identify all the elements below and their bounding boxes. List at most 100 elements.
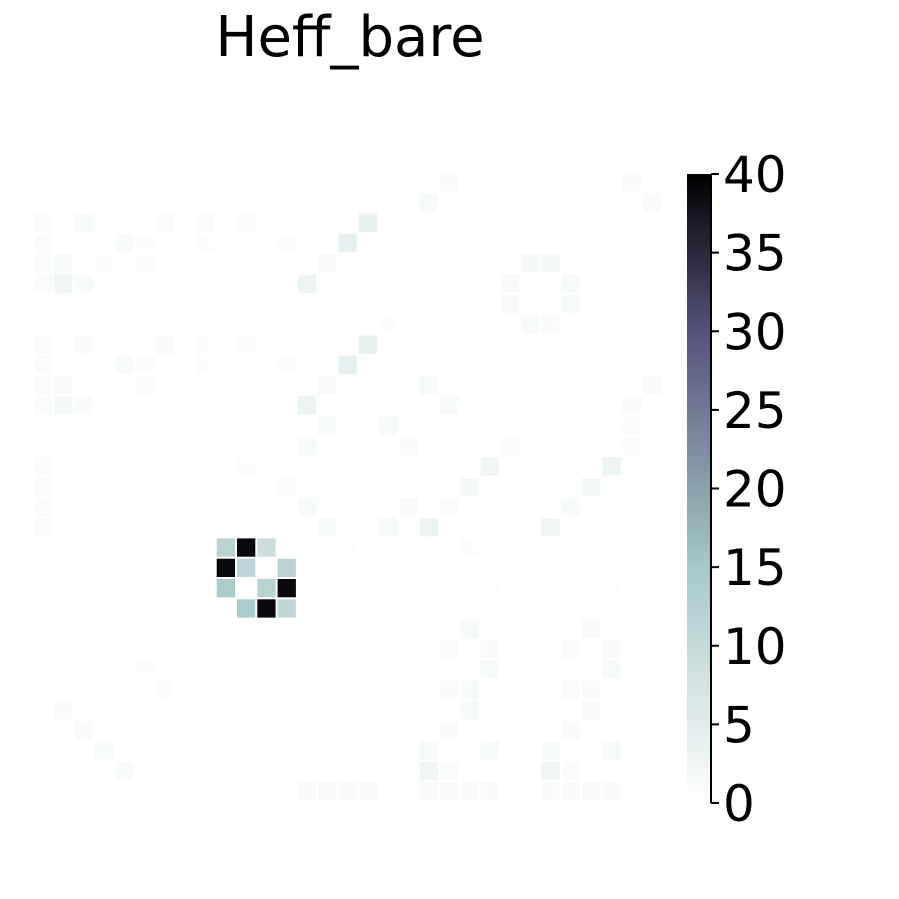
heatmap-cell xyxy=(297,497,317,517)
heatmap-cell xyxy=(237,457,256,476)
heatmap-cell xyxy=(419,193,438,212)
heatmap-cell xyxy=(561,782,581,801)
heatmap-cell xyxy=(176,254,195,273)
heatmap-cell xyxy=(34,477,53,496)
heatmap-cell xyxy=(358,782,378,801)
heatmap-cell xyxy=(155,335,175,354)
heatmap-cell xyxy=(338,782,357,801)
heatmap-cell xyxy=(277,477,296,496)
heatmap-cell xyxy=(115,355,134,374)
heatmap-cell xyxy=(74,213,93,232)
heatmap-cell xyxy=(338,538,357,557)
heatmap-cell xyxy=(561,761,581,780)
heatmap-cell xyxy=(34,497,53,517)
heatmap-cell xyxy=(277,233,296,253)
heatmap-cell xyxy=(277,579,296,598)
heatmap-cell xyxy=(135,660,154,679)
heatmap-cell xyxy=(115,233,134,253)
heatmap-cell xyxy=(135,254,154,273)
heatmap-cell xyxy=(440,761,459,780)
heatmap-cell xyxy=(582,782,601,801)
heatmap-cell xyxy=(602,782,621,801)
heatmap-cell xyxy=(297,274,317,293)
heatmap-cell xyxy=(54,376,73,395)
heatmap-cell xyxy=(582,619,601,638)
heatmap-cell xyxy=(237,538,256,557)
heatmap-cell xyxy=(155,213,175,232)
heatmap-cell xyxy=(135,355,154,374)
heatmap-cell xyxy=(541,315,560,334)
heatmap-cell xyxy=(541,518,560,537)
heatmap-cell xyxy=(582,700,601,720)
heatmap-cell xyxy=(460,782,479,801)
heatmap-cell xyxy=(297,782,317,801)
heatmap-cell xyxy=(196,213,215,232)
heatmap-cell xyxy=(358,335,378,354)
colorbar-tick-label: 35 xyxy=(723,225,787,283)
heatmap-cell xyxy=(34,355,53,374)
colorbar-tick-label: 15 xyxy=(723,539,787,597)
heatmap-cell xyxy=(257,599,276,618)
heatmap-cell xyxy=(34,233,53,253)
heatmap-cell xyxy=(34,376,53,395)
heatmap-cell xyxy=(379,416,398,435)
colorbar-tick-label: 0 xyxy=(723,775,755,833)
heatmap-cell xyxy=(338,355,357,374)
heatmap-cell xyxy=(54,396,73,415)
heatmap-cell xyxy=(34,254,53,273)
heatmap-cell xyxy=(622,173,641,192)
heatmap-cell xyxy=(480,457,499,476)
heatmap-cell xyxy=(541,761,560,780)
heatmap-cells xyxy=(34,173,662,801)
heatmap-cell xyxy=(521,315,540,334)
heatmap-cell xyxy=(440,173,459,192)
heatmap-cell xyxy=(155,680,175,699)
heatmap-cell xyxy=(216,579,235,598)
heatmap-cell xyxy=(74,335,93,354)
heatmap-cell xyxy=(480,782,499,801)
chart-title: Heff_bare xyxy=(215,5,484,70)
heatmap-cell xyxy=(318,782,337,801)
heatmap-cell xyxy=(237,213,256,232)
heatmap-cell xyxy=(582,680,601,699)
heatmap-cell xyxy=(602,660,621,679)
heatmap-cell xyxy=(237,558,256,577)
heatmap-cell xyxy=(135,376,154,395)
heatmap-cell xyxy=(34,335,53,354)
heatmap-cell xyxy=(622,396,641,415)
heatmap-cell xyxy=(643,376,662,395)
colorbar-tick-label: 10 xyxy=(723,618,787,676)
heatmap-cell xyxy=(34,457,53,476)
heatmap-cell xyxy=(500,274,520,293)
heatmap-cell xyxy=(94,376,114,395)
colorbar-tick-label: 5 xyxy=(723,696,755,754)
heatmap-cell xyxy=(460,538,479,557)
heatmap-cell xyxy=(602,639,621,659)
heatmap-cell xyxy=(399,497,418,517)
heatmap-cell xyxy=(196,355,215,374)
heatmap-cell xyxy=(419,741,438,760)
heatmap-cell xyxy=(419,376,438,395)
heatmap-cell xyxy=(94,254,114,273)
colorbar-tick-label: 40 xyxy=(723,146,787,204)
heatmap-cell xyxy=(440,497,459,517)
heatmap-cell xyxy=(216,558,235,577)
heatmap-cell xyxy=(582,477,601,496)
heatmap-cell xyxy=(54,254,73,273)
heatmap-cell xyxy=(440,680,459,699)
heatmap-cell xyxy=(318,416,337,435)
heatmap-cell xyxy=(643,193,662,212)
heatmap-cell xyxy=(358,579,378,598)
heatmap-cell xyxy=(176,376,195,395)
heatmap-cell xyxy=(602,741,621,760)
heatmap-cell xyxy=(54,700,73,720)
heatmap-cell xyxy=(34,518,53,537)
heatmap-cell xyxy=(622,416,641,435)
heatmap-cell xyxy=(34,396,53,415)
heatmap-cell xyxy=(541,254,560,273)
heatmap-cell xyxy=(196,233,215,253)
heatmap-cell xyxy=(561,639,581,659)
heatmap-cell xyxy=(440,721,459,740)
heatmap-cell xyxy=(561,274,581,293)
